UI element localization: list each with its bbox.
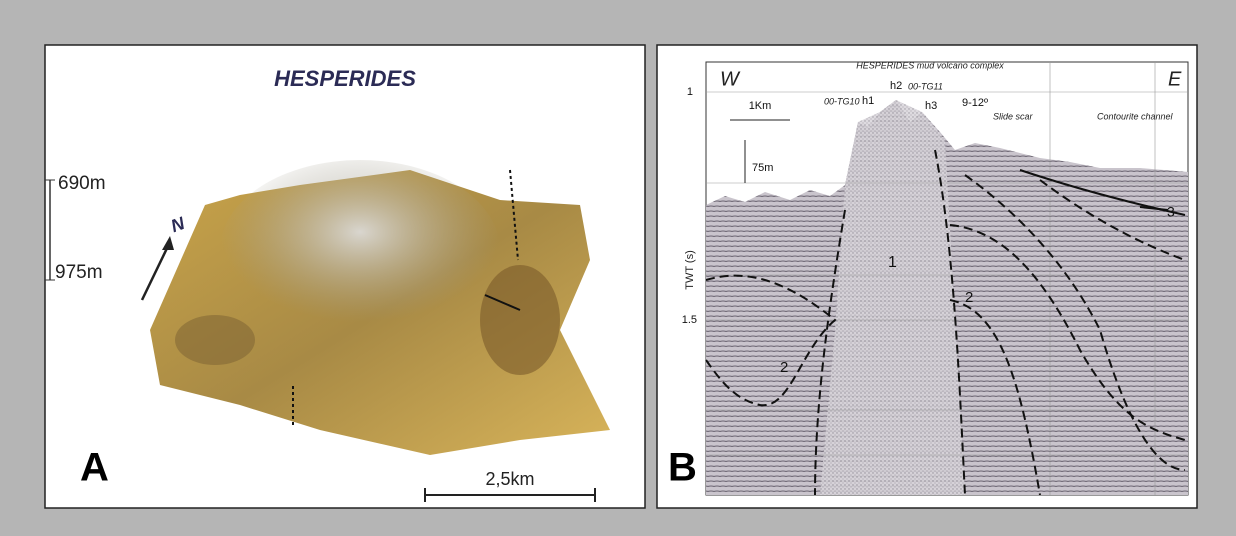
panel-label: A bbox=[80, 446, 109, 490]
unit-label: 1 bbox=[888, 254, 897, 271]
panel-title: HESPERIDES mud volcano complex bbox=[856, 60, 1004, 70]
tick-label: 1 bbox=[687, 86, 693, 98]
scale-label: 75m bbox=[752, 162, 773, 174]
annotation: 9-12º bbox=[962, 97, 988, 109]
annotation: 00-TG10 bbox=[824, 96, 860, 106]
panel-title: HESPERIDES bbox=[274, 66, 416, 91]
annotation: h2 bbox=[890, 80, 902, 92]
annotation: h1 bbox=[862, 95, 874, 107]
axis-label: TWT (s) bbox=[684, 250, 696, 290]
scale-label: 2,5km bbox=[485, 469, 534, 489]
figure: HESPERIDES 690m 975m N A 2,5km W E HESPE… bbox=[0, 0, 1236, 536]
annotation: 00-TG11 bbox=[908, 81, 943, 91]
terrain-peak bbox=[220, 160, 500, 340]
scale-label: 1Km bbox=[749, 100, 772, 112]
terrain-shade bbox=[175, 315, 255, 365]
panel-label: B bbox=[668, 446, 697, 490]
annotation: Contourite channel bbox=[1097, 111, 1174, 121]
direction-label: E bbox=[1168, 68, 1182, 90]
annotation: Slide scar bbox=[993, 111, 1034, 121]
direction-label: W bbox=[720, 68, 741, 90]
annotation: h3 bbox=[925, 100, 937, 112]
unit-label: 2 bbox=[965, 289, 973, 306]
unit-label: 3 bbox=[1167, 204, 1175, 220]
page: HESPERIDES 690m 975m N A 2,5km W E HESPE… bbox=[0, 0, 1236, 536]
unit-label: 2 bbox=[780, 359, 788, 376]
depth-label: 690m bbox=[58, 173, 106, 194]
depression bbox=[480, 265, 560, 375]
depth-label: 975m bbox=[55, 262, 103, 283]
tick-label: 1.5 bbox=[682, 314, 697, 326]
